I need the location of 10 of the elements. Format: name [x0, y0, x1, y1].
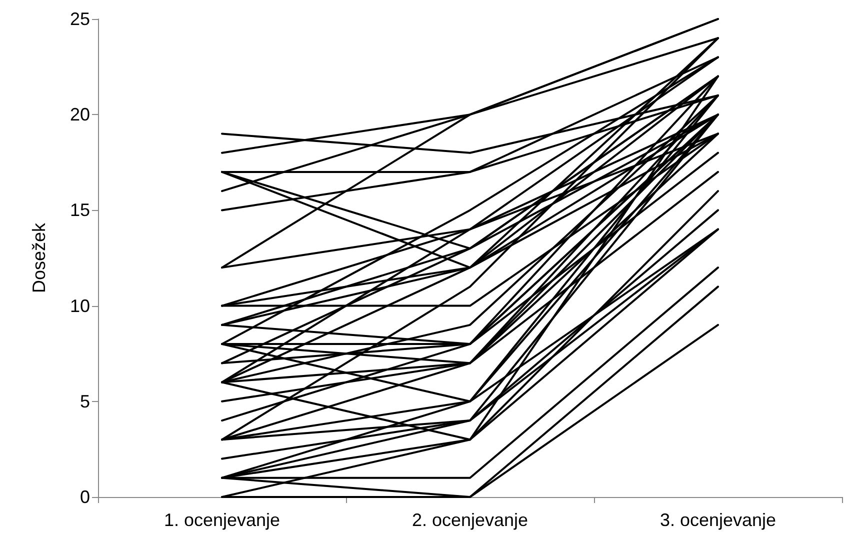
y-tick-label: 0	[80, 487, 90, 507]
x-tick-label: 2. ocenjevanje	[412, 510, 528, 530]
y-tick-label: 20	[70, 104, 90, 125]
x-tick-label: 3. ocenjevanje	[660, 510, 776, 530]
y-tick-label: 5	[80, 391, 90, 412]
y-tick-label: 15	[70, 200, 90, 220]
y-tick-label: 25	[70, 9, 90, 29]
y-tick-label: 10	[70, 296, 90, 316]
x-tick-label: 1. ocenjevanje	[164, 510, 280, 530]
y-axis-title: Dosežek	[29, 222, 49, 294]
